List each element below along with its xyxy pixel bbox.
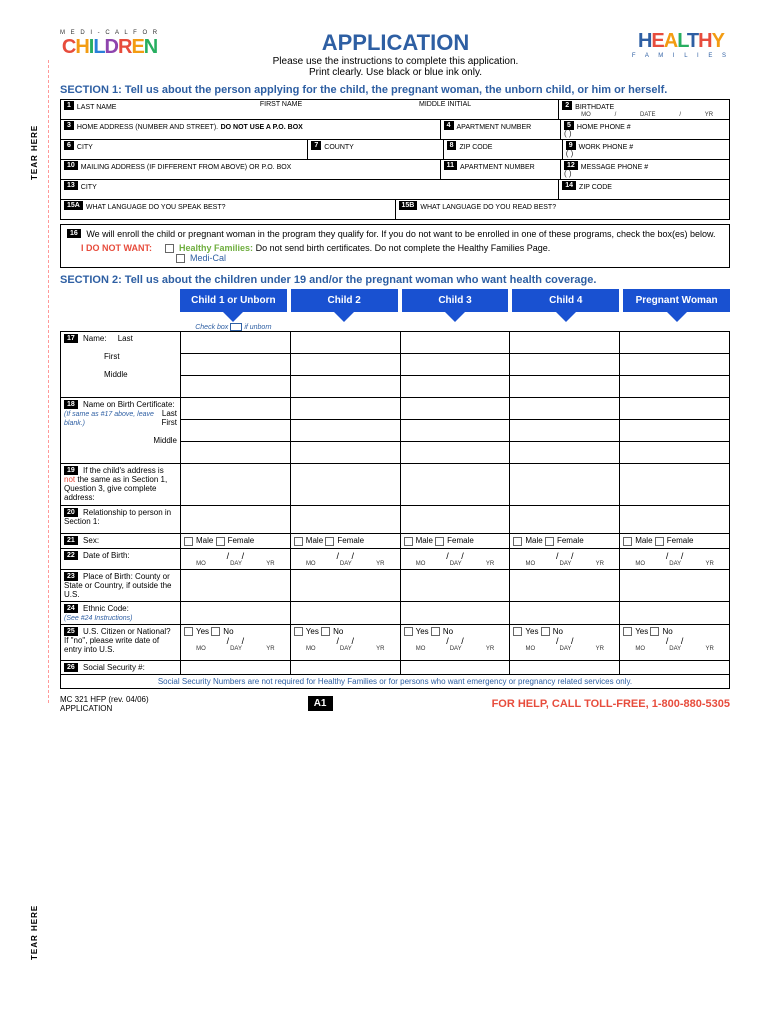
- page-title: APPLICATION: [159, 30, 632, 56]
- medi-cal-logo: M E D I - C A L F O R CHILDREN: [60, 30, 159, 59]
- row-26: 26 Social Security #:: [61, 660, 730, 674]
- row-19: 19 If the child's address is not the sam…: [61, 464, 730, 506]
- section1-grid: 1LAST NAMEFIRST NAMEMIDDLE INITIAL 2BIRT…: [60, 99, 730, 220]
- do-not-want-label: I DO NOT WANT:: [81, 243, 152, 253]
- section2-table: 17 Name: LastFirstMiddle 18 Name on Birt…: [60, 331, 730, 688]
- checkbox-healthy-families[interactable]: [165, 244, 174, 253]
- healthy-families-logo: HEALTHY F A M I L I E S: [632, 30, 730, 59]
- tab-child1: Child 1 or UnbornCheck boxif unborn: [180, 289, 287, 331]
- application-form: TEAR HERE TEAR HERE M E D I - C A L F O …: [0, 0, 770, 723]
- field-zip[interactable]: 8ZIP CODE: [444, 140, 563, 159]
- section1-header: SECTION 1: Tell us about the person appl…: [60, 84, 730, 96]
- row-22: 22 Date of Birth: / /MODAYYR / /MODAYYR …: [61, 548, 730, 569]
- field-lastname[interactable]: 1LAST NAMEFIRST NAMEMIDDLE INITIAL: [61, 100, 559, 119]
- checkbox-unborn[interactable]: [230, 323, 242, 331]
- field-birthdate[interactable]: 2BIRTHDATEMO/DATE/YR: [559, 100, 729, 119]
- tab-child4: Child 4: [512, 289, 619, 331]
- row-17-last: 17 Name: LastFirstMiddle: [61, 332, 730, 354]
- row-24: 24 Ethnic Code:(See #24 Instructions): [61, 601, 730, 624]
- field-lang-speak[interactable]: 15AWHAT LANGUAGE DO YOU SPEAK BEST?: [61, 200, 396, 219]
- row-23: 23 Place of Birth: County or State or Co…: [61, 569, 730, 601]
- page-number: A1: [308, 696, 333, 711]
- tab-pregnant: Pregnant Woman: [623, 289, 730, 331]
- tab-child2: Child 2: [291, 289, 398, 331]
- checkbox-medi-cal[interactable]: [176, 254, 185, 263]
- title-block: APPLICATION Please use the instructions …: [159, 30, 632, 78]
- row-21: 21 Sex: Male Female Male Female Male Fem…: [61, 534, 730, 548]
- field-apt-mailing[interactable]: 11APARTMENT NUMBER: [441, 160, 561, 179]
- tab-child3: Child 3: [402, 289, 509, 331]
- section2-header: SECTION 2: Tell us about the children un…: [60, 274, 730, 286]
- ssn-note: Social Security Numbers are not required…: [61, 674, 730, 688]
- header: M E D I - C A L F O R CHILDREN APPLICATI…: [60, 30, 730, 78]
- row-20: 20 Relationship to person in Section 1:: [61, 506, 730, 534]
- tear-here-top: TEAR HERE: [30, 125, 39, 180]
- field-work-phone[interactable]: 9WORK PHONE #( ): [563, 140, 729, 159]
- field-apt[interactable]: 4APARTMENT NUMBER: [441, 120, 561, 139]
- field-lang-read[interactable]: 15BWHAT LANGUAGE DO YOU READ BEST?: [396, 200, 730, 219]
- row-18: 18 Name on Birth Certificate: Last(If sa…: [61, 398, 730, 420]
- field-home-address[interactable]: 3HOME ADDRESS (NUMBER AND STREET). DO NO…: [61, 120, 441, 139]
- field-city-mailing[interactable]: 13CITY: [61, 180, 559, 199]
- field-mailing[interactable]: 10MAILING ADDRESS (IF DIFFERENT FROM ABO…: [61, 160, 441, 179]
- tear-here-bottom: TEAR HERE: [30, 905, 39, 960]
- field-zip-mailing[interactable]: 14ZIP CODE: [559, 180, 729, 199]
- child-tabs: Child 1 or UnbornCheck boxif unborn Chil…: [180, 289, 730, 331]
- footer: MC 321 HFP (rev. 04/06)APPLICATION A1 FO…: [60, 695, 730, 713]
- field-county[interactable]: 7COUNTY: [308, 140, 443, 159]
- field-city[interactable]: 6CITY: [61, 140, 308, 159]
- box-16: 16 We will enroll the child or pregnant …: [60, 224, 730, 268]
- tear-line: [48, 60, 49, 703]
- field-home-phone[interactable]: 5HOME PHONE #( ): [561, 120, 729, 139]
- field-msg-phone[interactable]: 12MESSAGE PHONE #( ): [561, 160, 729, 179]
- help-phone: FOR HELP, CALL TOLL-FREE, 1-800-880-5305: [492, 698, 730, 710]
- row-25: 25 U.S. Citizen or National? If "no", pl…: [61, 624, 730, 660]
